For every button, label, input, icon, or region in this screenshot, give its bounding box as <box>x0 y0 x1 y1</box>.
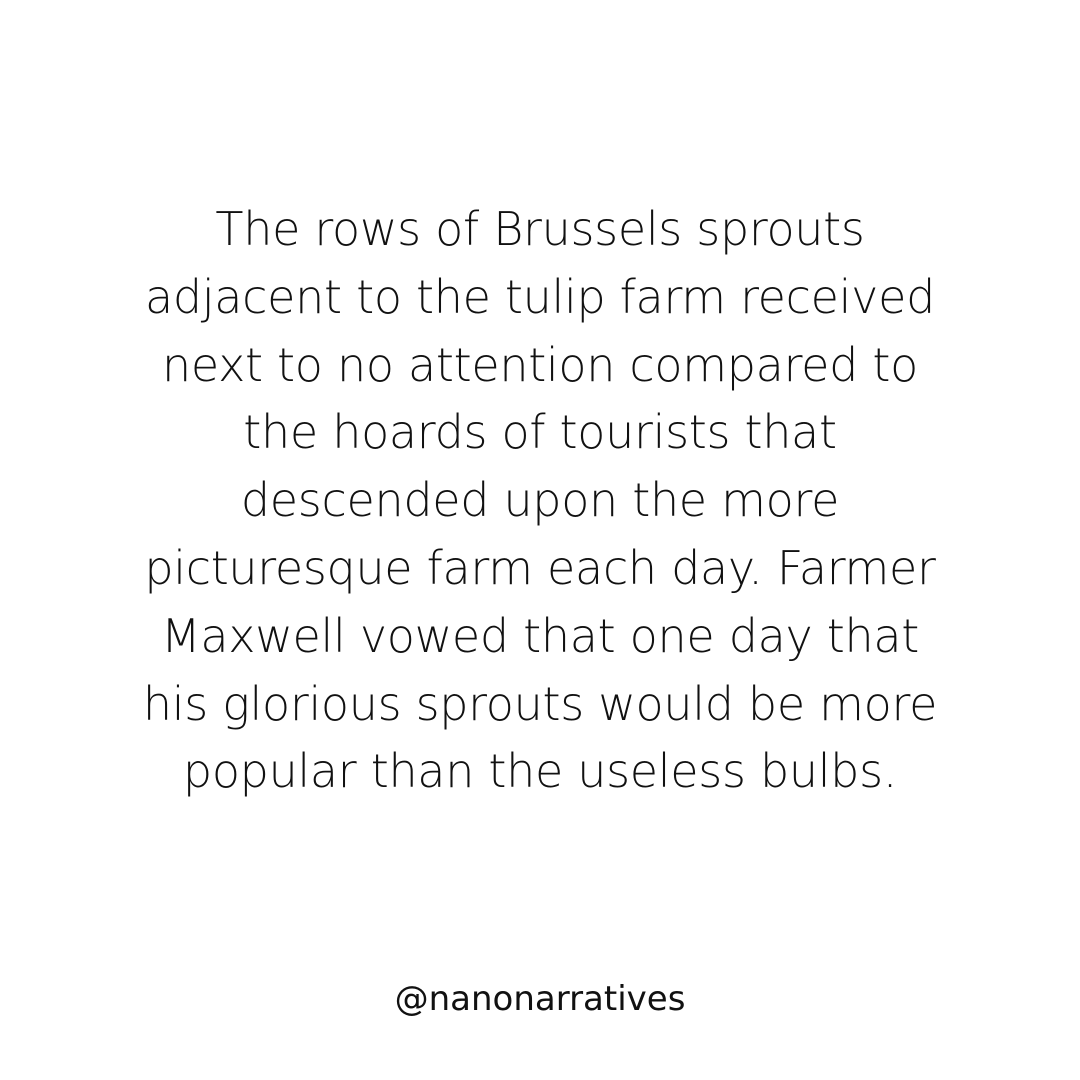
story-line: adjacent to the tulip farm received <box>145 269 935 324</box>
author-handle: @nanonarratives <box>394 979 686 1019</box>
story-line: descended upon the more <box>240 473 840 528</box>
story-line: The rows of Brussels sprouts <box>215 202 865 256</box>
story-line: next to no attention compared to <box>162 337 918 392</box>
story-line: his glorious sprouts would be more <box>142 676 938 731</box>
story-line: the hoards of tourists that <box>243 405 837 460</box>
story-line: picturesque farm each day. Farmer <box>144 540 936 595</box>
story-line: popular than the useless bulbs. <box>182 744 898 799</box>
story-text: The rows of Brussels sprouts adjacent to… <box>60 196 1020 806</box>
story-line: Maxwell vowed that one day that <box>161 608 919 663</box>
